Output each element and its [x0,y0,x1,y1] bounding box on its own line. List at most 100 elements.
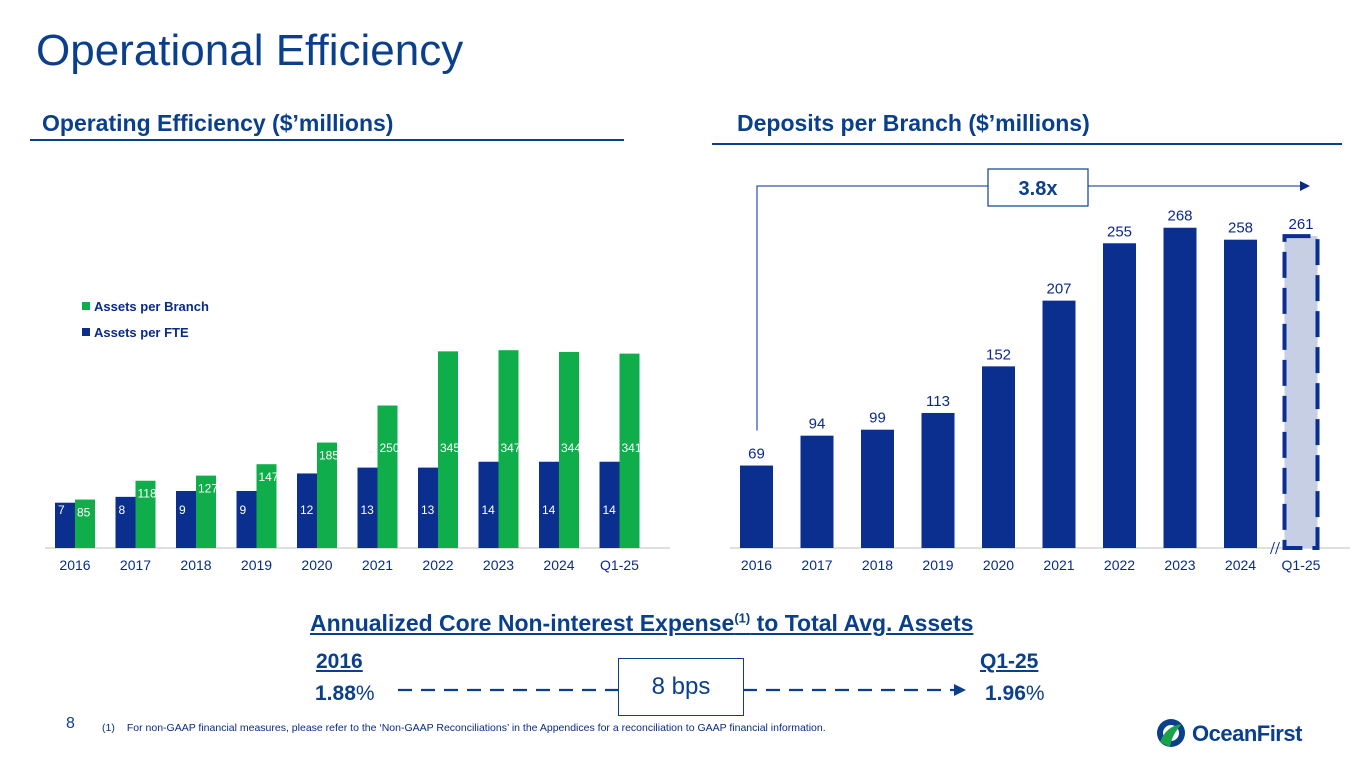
deposit-value-label: 99 [869,410,886,427]
end-period-label: Q1-25 [980,650,1039,673]
deposit-value-label: 113 [926,393,950,410]
fte-value-label: 7 [58,503,65,517]
deposit-value-label: 207 [1046,281,1071,298]
branch-value-label: 250 [380,441,400,455]
deposit-bar [1224,239,1257,548]
deposits-per-branch-chart: 69 2016 94 2017 99 2018 113 2019 152 2020 207 2021 2… [730,168,1350,573]
oceanfirst-logo-mark-icon [1156,714,1186,752]
fte-bar [539,461,559,548]
x-tick-label: 2024 [1225,557,1256,573]
deposit-value-label: 258 [1228,220,1253,237]
branch-bar [377,405,398,548]
start-year-label: 2016 [316,650,363,673]
fte-value-label: 8 [119,503,126,517]
legend-label-branch: Assets per Branch [94,299,209,314]
deposit-bar [921,412,955,548]
page-number: 8 [66,715,75,732]
growth-arrow-line [756,185,1300,431]
x-tick-label: 2023 [1164,557,1195,573]
x-tick-label: 2018 [180,557,211,573]
x-tick-label: 2022 [1104,557,1135,573]
branch-bar [75,499,95,548]
growth-callout-box [987,168,1089,207]
branch-value-label: 185 [319,449,339,463]
branch-value-label: 85 [77,506,91,520]
legend-label-fte: Assets per FTE [94,325,189,340]
oceanfirst-logo-text: OceanFirst [1192,721,1302,746]
x-tick-label: 2019 [241,557,272,573]
x-tick-label: 2024 [543,557,574,573]
fte-bar [418,467,438,548]
deposit-value-label: 69 [748,446,765,463]
deposit-value-label: 268 [1167,208,1192,225]
branch-value-label: 118 [138,487,157,501]
deposit-bar [1103,243,1136,548]
fte-value-label: 14 [542,503,556,517]
deposit-bar [1163,227,1197,548]
branch-value-label: 344 [561,441,581,455]
branch-value-label: 345 [440,441,460,455]
fte-bar [599,461,620,548]
branch-bar [256,464,277,548]
growth-callout-label: 3.8x [1019,178,1058,200]
fte-bar [297,473,317,548]
fte-bar [176,491,196,548]
x-tick-label: Q1-25 [1282,557,1321,573]
branch-bar [196,475,216,548]
deposit-bar [861,429,894,548]
legend-swatch-branch [82,302,90,310]
x-tick-label: 2020 [301,557,332,573]
left-section-rule [30,139,624,141]
fte-value-label: 13 [421,503,435,517]
branch-bar [317,442,337,548]
x-tick-label: 2017 [120,557,151,573]
deposit-value-label: 255 [1107,223,1132,240]
x-tick-label: Q1-25 [600,557,639,573]
axis-break-mark [1275,541,1280,555]
end-expense-ratio: 1.96% [985,682,1045,705]
deposit-bar [800,435,834,548]
left-section-title: Operating Efficiency ($’millions) [42,110,394,136]
branch-bar [498,350,519,548]
fte-bar [115,496,136,548]
deposit-value-label: 94 [809,416,826,433]
fte-bar [478,461,499,548]
deposit-value-label: 261 [1288,216,1313,233]
expense-heading: Annualized Core Non-interest Expense(1) … [310,610,974,636]
legend-swatch-fte [82,328,90,336]
expense-change-box: 8 bps [618,658,744,716]
page-title: Operational Efficiency [36,26,464,75]
x-tick-label: 2016 [741,557,772,573]
branch-bar [135,480,156,548]
x-tick-label: 2018 [862,557,893,573]
fte-value-label: 12 [300,503,314,517]
operating-efficiency-chart: 7 85 2016 8 118 2017 9 127 2018 9 147 2019 12 185 2020… [45,299,670,573]
branch-bar [559,351,579,548]
start-expense-ratio: 1.88% [315,682,375,705]
right-section-title: Deposits per Branch ($’millions) [737,110,1090,136]
deposit-bar [740,465,773,548]
x-tick-label: 2023 [483,557,514,573]
x-tick-label: 2020 [983,557,1014,573]
highlight-bar [1282,234,1320,550]
fte-value-label: 9 [240,503,247,517]
footnote: (1) For non-GAAP financial measures, plea… [102,722,826,734]
fte-bar [55,502,75,548]
branch-value-label: 127 [198,482,218,496]
branch-value-label: 147 [259,470,279,484]
branch-value-label: 347 [501,441,521,455]
x-tick-label: 2022 [422,557,453,573]
fte-bar [236,491,257,548]
deposit-value-label: 152 [986,346,1011,363]
right-section-rule [712,143,1342,145]
x-tick-label: 2017 [801,557,832,573]
fte-value-label: 13 [361,503,375,517]
fte-value-label: 9 [179,503,186,517]
x-tick-label: 2019 [922,557,953,573]
x-tick-label: 2021 [362,557,393,573]
deposit-bar [982,366,1015,548]
fte-bar [357,467,378,548]
x-tick-label: 2021 [1043,557,1074,573]
x-tick-label: 2016 [59,557,90,573]
fte-value-label: 14 [482,503,496,517]
